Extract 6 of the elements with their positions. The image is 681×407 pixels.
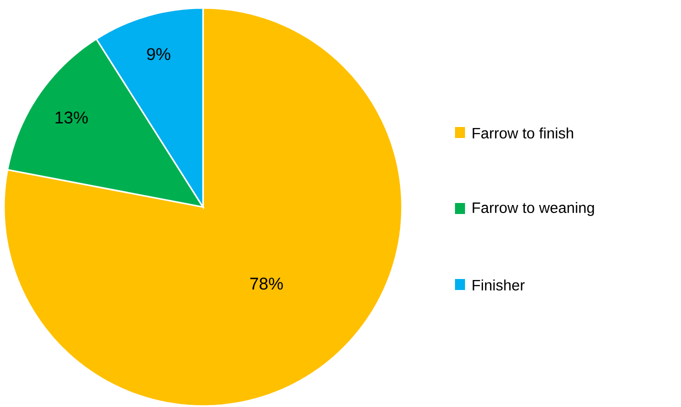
data-label: 13% — [56, 112, 88, 124]
legend-label: Farrow to finish — [472, 128, 574, 139]
legend-label: Farrow to weaning — [472, 202, 594, 216]
data-label: 78% — [250, 278, 283, 290]
data-label: 9% — [147, 48, 170, 60]
legend-label: Finisher — [472, 280, 525, 291]
